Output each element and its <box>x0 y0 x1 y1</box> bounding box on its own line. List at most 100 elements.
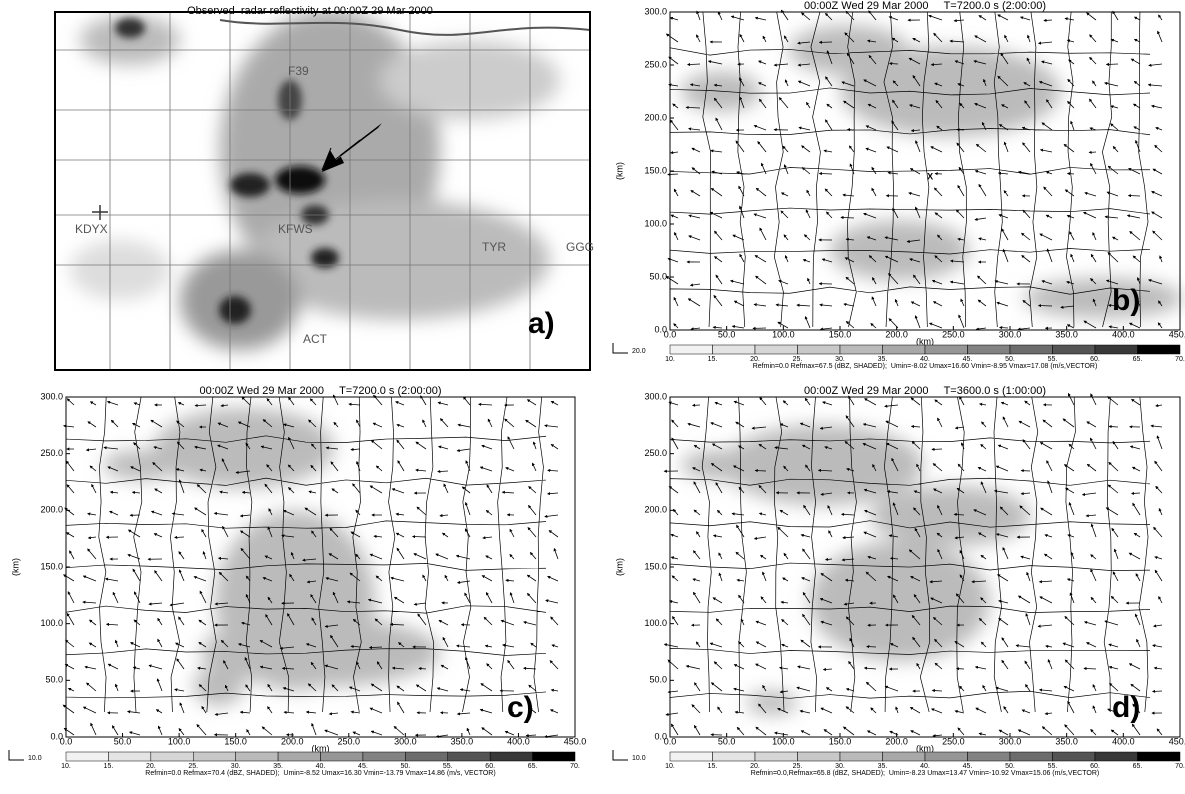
wind-vector <box>89 401 97 406</box>
wind-vector <box>372 422 383 428</box>
wind-vector <box>1158 14 1163 21</box>
wind-vector <box>1067 100 1075 109</box>
wind-vector <box>1092 298 1097 307</box>
wind-vector <box>980 443 987 450</box>
wind-vector <box>1064 189 1075 197</box>
wind-vector <box>374 618 383 626</box>
wind-vector <box>930 597 943 604</box>
wind-vector <box>715 274 723 285</box>
wind-vector <box>1038 580 1053 584</box>
wind-vector <box>733 300 745 307</box>
wind-vector <box>544 514 559 518</box>
wind-vector <box>978 617 987 626</box>
wind-vector <box>843 602 855 606</box>
colorbar-label: 60. <box>1090 356 1100 363</box>
wind-vector <box>437 445 449 450</box>
wind-vector <box>464 592 471 604</box>
wind-vector <box>481 444 493 450</box>
wind-vector <box>710 149 723 153</box>
wind-vector <box>758 512 767 516</box>
model-panel: 00:00Z Wed 29 Mar 2000 T=3600.0 s (1:00:… <box>612 385 1185 777</box>
wind-vector <box>844 578 855 582</box>
wind-vector <box>532 462 537 472</box>
wind-vector <box>1110 595 1119 604</box>
wind-vector <box>1158 595 1163 604</box>
wind-vector <box>738 185 745 197</box>
wind-vector <box>237 421 251 428</box>
wind-vector <box>1022 209 1031 219</box>
x-tick-label: 250.0 <box>942 329 965 339</box>
wind-vector <box>895 706 899 714</box>
wind-vector <box>1002 416 1009 428</box>
wind-vector <box>714 230 723 241</box>
colorbar-label: 35. <box>878 763 888 770</box>
wind-vector <box>932 463 943 472</box>
wind-vector <box>805 464 811 472</box>
wind-vector <box>977 299 987 307</box>
wind-vector <box>217 422 229 428</box>
y-tick-label: 300.0 <box>644 6 667 16</box>
colorbar-box <box>1094 751 1138 762</box>
wind-vector <box>824 188 833 197</box>
wind-vector <box>844 440 855 450</box>
colorbar-label: 40. <box>920 763 930 770</box>
wind-vector <box>1108 424 1119 429</box>
wind-vector <box>91 483 97 494</box>
wind-vector <box>437 469 449 474</box>
wind-vector <box>1015 644 1031 648</box>
wind-vector <box>1064 724 1075 736</box>
wind-vector <box>1104 215 1119 219</box>
x-tick-label: 300.0 <box>999 329 1022 339</box>
wind-vector <box>736 578 745 582</box>
wind-vector <box>1047 659 1053 670</box>
wind-vector <box>129 642 141 648</box>
wind-vector <box>1107 252 1119 263</box>
wind-vector <box>819 598 833 604</box>
wind-vector <box>739 253 745 263</box>
y-tick-label: 100.0 <box>644 618 667 628</box>
wind-vector <box>487 418 493 428</box>
wind-vector <box>287 613 295 626</box>
wind-vector <box>128 731 141 736</box>
colorbar-box <box>1009 344 1053 355</box>
wind-vector <box>910 301 921 307</box>
wind-vector <box>998 214 1009 219</box>
colorbar-box <box>150 751 194 762</box>
reflectivity-shading <box>681 425 1031 715</box>
wind-vector <box>739 96 745 109</box>
wind-vector <box>754 469 767 473</box>
wind-vector <box>1001 637 1009 648</box>
wind-vector <box>217 444 229 450</box>
wind-vector <box>240 547 251 560</box>
wind-vector <box>696 531 701 538</box>
wind-vector <box>801 167 811 175</box>
wind-vector <box>65 532 75 538</box>
wind-vector <box>1105 279 1119 285</box>
panel-letter: d) <box>1112 691 1140 724</box>
wind-vector <box>934 255 943 263</box>
wind-vector <box>1130 398 1141 406</box>
wind-vector <box>1066 324 1075 329</box>
colorbar-label: 35. <box>878 356 888 363</box>
wind-vector <box>528 486 537 494</box>
wind-vector <box>1113 548 1119 560</box>
colorbar-label: 20. <box>750 763 760 770</box>
wind-vector <box>455 644 471 648</box>
wind-vector <box>778 279 789 285</box>
wind-vector <box>356 460 361 472</box>
wind-vector <box>1068 443 1075 450</box>
wind-vector <box>844 32 855 43</box>
x-tick-label: 450.0 <box>1169 329 1185 339</box>
x-axis-label: (km) <box>312 743 330 753</box>
wind-vector <box>867 555 877 560</box>
wind-vector <box>1112 10 1119 21</box>
wind-vector <box>754 255 767 263</box>
y-tick-label: 0.0 <box>50 731 63 741</box>
wind-vector <box>324 624 339 628</box>
wind-vector <box>264 555 273 560</box>
wind-vector <box>502 643 515 648</box>
colorbar-label: 25. <box>188 763 198 770</box>
wind-vector <box>824 446 833 450</box>
colorbar-label: 30. <box>231 763 241 770</box>
wind-vector <box>1020 232 1031 241</box>
